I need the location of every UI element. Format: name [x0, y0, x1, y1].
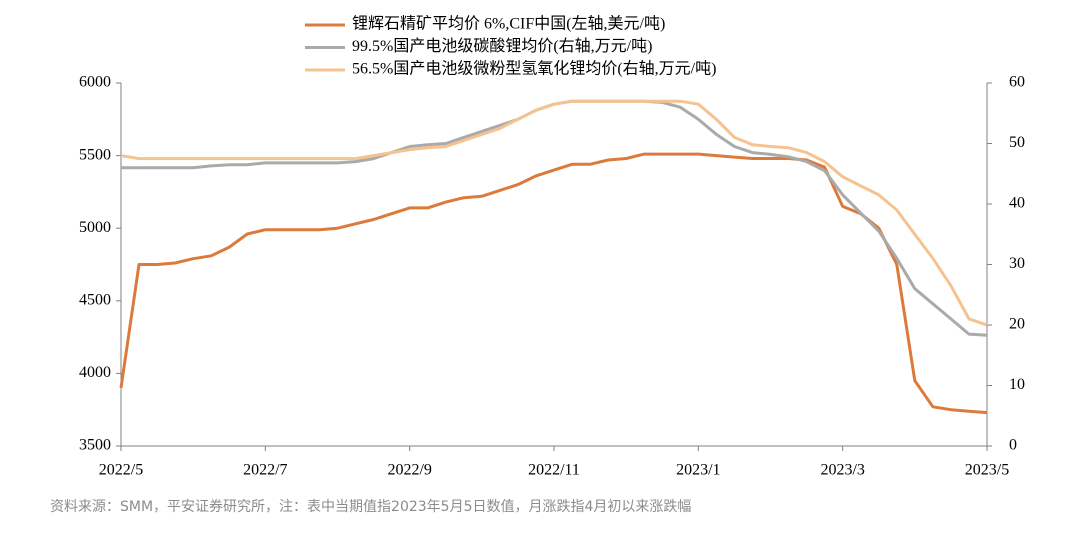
y-tick-label: 4000: [79, 364, 111, 381]
y2-tick-label: 60: [1009, 74, 1025, 91]
x-tick-label: 2023/1: [676, 462, 720, 479]
source-note: 资料来源：SMM，平安证券研究所，注：表中当期值指2023年5月5日数值，月涨跌…: [50, 498, 691, 515]
x-tick-label: 2022/11: [528, 462, 580, 479]
y-tick-label: 5500: [79, 146, 111, 163]
x-tick-label: 2022/7: [243, 462, 287, 479]
x-tick-label: 2022/5: [99, 462, 143, 479]
y2-tick-label: 50: [1009, 134, 1025, 151]
series-line: [119, 152, 988, 415]
y2-tick-label: 20: [1009, 316, 1025, 333]
x-tick-label: 2023/3: [820, 462, 864, 479]
y2-tick-label: 30: [1009, 255, 1025, 272]
series-line: [121, 99, 988, 337]
y-tick-label: 5000: [79, 219, 111, 236]
legend-label: 99.5%国产电池级碳酸锂均价(右轴,万元/吨): [352, 37, 652, 55]
y2-tick-label: 0: [1009, 437, 1017, 454]
y2-tick-label: 10: [1009, 376, 1025, 393]
y2-tick-label: 40: [1009, 195, 1025, 212]
x-tick-label: 2023/5: [965, 462, 1009, 479]
legend-label: 锂辉石精矿平均价 6%,CIF中国(左轴,美元/吨): [352, 15, 665, 33]
x-tick-label: 2022/9: [387, 462, 431, 479]
legend-label: 56.5%国产电池级微粉型氢氧化锂均价(右轴,万元/吨): [352, 60, 716, 78]
y-tick-label: 3500: [79, 437, 111, 454]
series-line: [120, 99, 988, 327]
y-tick-label: 4500: [79, 291, 111, 308]
y-tick-label: 6000: [79, 74, 111, 91]
